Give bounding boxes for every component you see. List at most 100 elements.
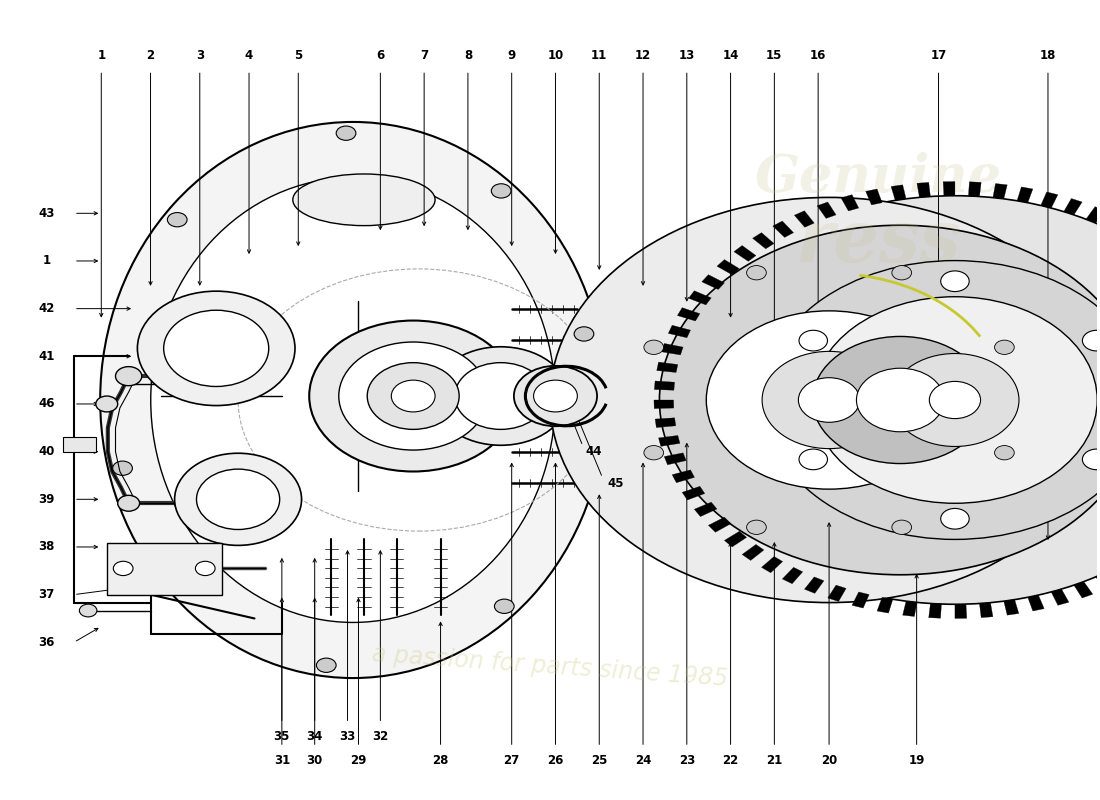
Circle shape bbox=[799, 330, 827, 351]
Circle shape bbox=[799, 449, 827, 470]
Ellipse shape bbox=[100, 122, 606, 678]
Text: 10: 10 bbox=[548, 50, 563, 62]
Polygon shape bbox=[891, 185, 906, 200]
Polygon shape bbox=[955, 604, 967, 618]
Text: 41: 41 bbox=[39, 350, 55, 363]
Bar bbox=[107, 543, 222, 594]
Circle shape bbox=[706, 311, 952, 489]
Circle shape bbox=[550, 198, 1100, 602]
Text: 4: 4 bbox=[245, 50, 253, 62]
Circle shape bbox=[940, 271, 969, 291]
Text: 43: 43 bbox=[39, 207, 55, 220]
Circle shape bbox=[994, 446, 1014, 460]
Text: 45: 45 bbox=[607, 477, 624, 490]
Polygon shape bbox=[725, 531, 747, 547]
Text: 37: 37 bbox=[39, 588, 55, 601]
Polygon shape bbox=[817, 202, 836, 218]
Circle shape bbox=[813, 297, 1097, 503]
Circle shape bbox=[113, 562, 133, 575]
Circle shape bbox=[494, 599, 514, 614]
Circle shape bbox=[138, 291, 295, 406]
Circle shape bbox=[1082, 330, 1100, 351]
Polygon shape bbox=[752, 233, 774, 249]
Text: 31: 31 bbox=[274, 754, 290, 766]
Text: 25: 25 bbox=[591, 754, 607, 766]
Polygon shape bbox=[1086, 206, 1100, 223]
Polygon shape bbox=[734, 246, 756, 262]
Circle shape bbox=[891, 354, 1019, 446]
Polygon shape bbox=[794, 210, 814, 227]
Polygon shape bbox=[659, 435, 680, 446]
Polygon shape bbox=[708, 517, 730, 532]
Circle shape bbox=[196, 562, 216, 575]
Polygon shape bbox=[761, 557, 783, 573]
Circle shape bbox=[673, 196, 1100, 604]
Circle shape bbox=[116, 366, 142, 386]
Text: 39: 39 bbox=[39, 493, 55, 506]
Text: 44: 44 bbox=[585, 445, 602, 458]
Circle shape bbox=[930, 382, 980, 418]
Text: 26: 26 bbox=[548, 754, 563, 766]
Text: 17: 17 bbox=[931, 50, 947, 62]
Text: 38: 38 bbox=[39, 541, 55, 554]
Circle shape bbox=[940, 509, 969, 529]
Circle shape bbox=[309, 321, 517, 471]
Text: 24: 24 bbox=[635, 754, 651, 766]
Circle shape bbox=[574, 327, 594, 341]
Ellipse shape bbox=[293, 174, 436, 226]
Polygon shape bbox=[993, 183, 1008, 199]
Text: 46: 46 bbox=[39, 398, 55, 410]
Circle shape bbox=[197, 469, 279, 530]
Circle shape bbox=[454, 362, 547, 430]
Text: 11: 11 bbox=[591, 50, 607, 62]
Polygon shape bbox=[842, 194, 859, 211]
Text: 19: 19 bbox=[909, 754, 925, 766]
Polygon shape bbox=[968, 182, 981, 197]
Circle shape bbox=[339, 342, 487, 450]
Text: 9: 9 bbox=[507, 50, 516, 62]
Text: 23: 23 bbox=[679, 754, 695, 766]
Polygon shape bbox=[689, 290, 712, 305]
Text: 3: 3 bbox=[196, 50, 204, 62]
Circle shape bbox=[857, 368, 944, 432]
Polygon shape bbox=[669, 326, 691, 338]
Polygon shape bbox=[1018, 187, 1033, 202]
Text: 34: 34 bbox=[307, 730, 323, 742]
Bar bbox=[63, 438, 96, 452]
Circle shape bbox=[514, 366, 597, 426]
Circle shape bbox=[747, 520, 767, 534]
Circle shape bbox=[892, 266, 912, 280]
Circle shape bbox=[892, 520, 912, 534]
Text: 28: 28 bbox=[432, 754, 449, 766]
Polygon shape bbox=[917, 182, 931, 198]
Polygon shape bbox=[717, 259, 739, 275]
Polygon shape bbox=[678, 308, 700, 321]
Polygon shape bbox=[1027, 595, 1044, 611]
Polygon shape bbox=[657, 362, 678, 373]
Polygon shape bbox=[1004, 600, 1019, 615]
Circle shape bbox=[96, 396, 118, 412]
Polygon shape bbox=[877, 598, 893, 613]
Polygon shape bbox=[903, 601, 917, 617]
Circle shape bbox=[644, 446, 663, 460]
Circle shape bbox=[79, 604, 97, 617]
Text: 8: 8 bbox=[464, 50, 472, 62]
Polygon shape bbox=[827, 585, 846, 602]
Text: 35: 35 bbox=[274, 730, 290, 742]
Polygon shape bbox=[661, 343, 683, 355]
Circle shape bbox=[433, 346, 569, 446]
Circle shape bbox=[112, 461, 132, 475]
Circle shape bbox=[813, 337, 988, 463]
Polygon shape bbox=[702, 274, 725, 290]
Text: 6: 6 bbox=[376, 50, 385, 62]
Circle shape bbox=[492, 184, 512, 198]
Circle shape bbox=[799, 378, 860, 422]
Text: 14: 14 bbox=[723, 50, 739, 62]
Text: 18: 18 bbox=[1040, 50, 1056, 62]
Circle shape bbox=[337, 126, 356, 140]
Circle shape bbox=[659, 226, 1100, 574]
Polygon shape bbox=[656, 418, 675, 427]
Text: 42: 42 bbox=[39, 302, 55, 315]
Text: 13: 13 bbox=[679, 50, 695, 62]
Polygon shape bbox=[664, 453, 686, 465]
